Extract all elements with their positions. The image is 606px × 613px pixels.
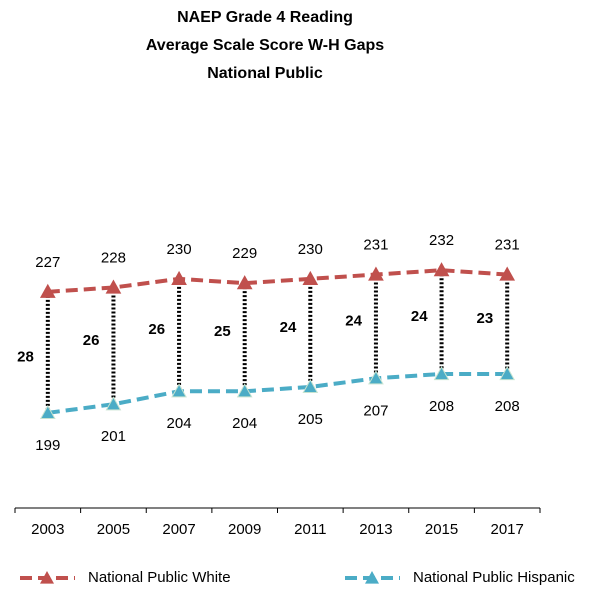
- point-marker: [105, 396, 122, 411]
- legend-marker: [365, 571, 379, 584]
- point-marker: [499, 266, 516, 281]
- data-label: 208: [495, 398, 520, 415]
- gap-label: 24: [411, 308, 428, 325]
- x-tick-label: 2009: [228, 521, 261, 538]
- series-line: [47, 268, 508, 294]
- point-marker: [302, 378, 319, 394]
- data-label: 207: [363, 402, 388, 419]
- x-tick-label: 2011: [294, 521, 326, 538]
- x-tick-label: 2003: [31, 521, 64, 538]
- gap-label: 23: [477, 310, 494, 327]
- legend-marker: [40, 571, 54, 584]
- data-label: 205: [298, 411, 323, 428]
- point-marker: [302, 270, 319, 285]
- data-label: 201: [101, 428, 126, 445]
- legend-label: National Public Hispanic: [413, 569, 575, 586]
- gap-label: 24: [345, 312, 362, 329]
- point-marker: [39, 283, 56, 298]
- x-tick-label: 2013: [359, 521, 392, 538]
- data-label: 208: [429, 398, 454, 415]
- x-tick-label: 2015: [425, 521, 458, 538]
- data-label: 231: [363, 236, 388, 253]
- chart-title: National Public: [207, 65, 323, 82]
- data-label: 228: [101, 249, 126, 266]
- data-label: 227: [35, 254, 60, 271]
- point-marker: [499, 365, 516, 381]
- point-marker: [433, 365, 450, 381]
- data-label: 230: [167, 241, 192, 258]
- point-marker: [236, 383, 253, 398]
- chart-title: Average Scale Score W-H Gaps: [146, 37, 384, 54]
- data-label: 204: [167, 415, 192, 432]
- x-tick-label: 2005: [97, 521, 130, 538]
- gap-label: 25: [214, 323, 231, 340]
- x-tick-label: 2007: [162, 521, 195, 538]
- x-tick-label: 2017: [491, 521, 524, 538]
- data-label: 204: [232, 415, 257, 432]
- point-marker: [171, 383, 187, 398]
- legend-label: National Public White: [88, 569, 231, 586]
- data-label: 229: [232, 245, 257, 262]
- gap-label: 24: [280, 319, 297, 336]
- data-label: 230: [298, 241, 323, 258]
- data-label: 231: [495, 236, 520, 253]
- gap-label: 26: [148, 321, 165, 338]
- point-marker: [368, 266, 384, 281]
- gap-label: 26: [83, 332, 100, 349]
- point-marker: [368, 370, 384, 385]
- data-label: 232: [429, 232, 454, 249]
- point-marker: [171, 270, 187, 285]
- series-line: [47, 371, 508, 415]
- chart-title: NAEP Grade 4 Reading: [177, 9, 353, 26]
- data-label: 199: [35, 437, 60, 454]
- point-marker: [236, 275, 253, 290]
- point-marker: [105, 279, 122, 294]
- point-marker: [39, 404, 56, 419]
- point-marker: [433, 262, 450, 277]
- gap-label: 28: [17, 348, 34, 365]
